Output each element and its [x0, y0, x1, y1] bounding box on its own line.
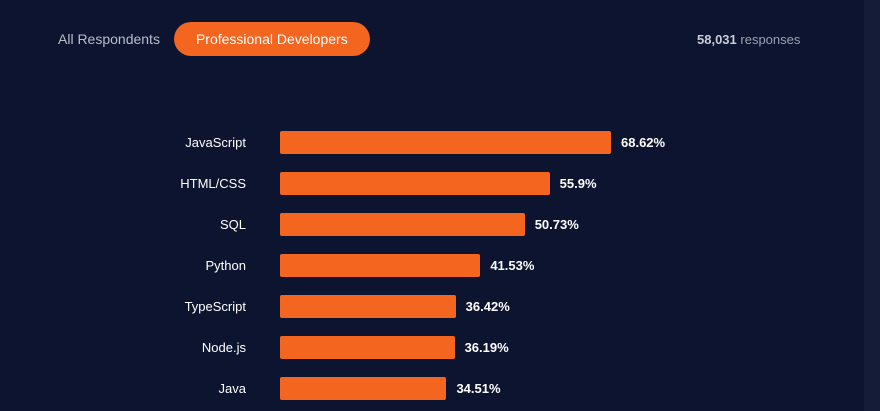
- value-label: 68.62%: [621, 135, 666, 150]
- responses-label: responses: [740, 32, 801, 47]
- value-label: 34.51%: [456, 381, 501, 396]
- bar-row: TypeScript 36.42%: [0, 286, 864, 327]
- value-label: 50.73%: [534, 217, 579, 232]
- bar-chart: JavaScript 68.62% HTML/CSS 55.9% SQL 50.73% Py…: [0, 122, 864, 411]
- category-label: JavaScript: [185, 135, 246, 150]
- value-label: 55.9%: [559, 176, 597, 191]
- bar-row: HTML/CSS 55.9%: [0, 163, 864, 204]
- category-label: SQL: [219, 217, 246, 232]
- bar-row: Java 34.51%: [0, 368, 864, 409]
- responses-count: 58,031 responses: [697, 32, 800, 47]
- bar: [280, 295, 456, 318]
- right-edge-panel: [864, 0, 880, 411]
- tab-professional-developers[interactable]: Professional Developers: [173, 22, 370, 56]
- tab-all-respondents[interactable]: All Respondents: [58, 31, 160, 47]
- category-label: Java: [218, 381, 246, 396]
- category-label: HTML/CSS: [180, 176, 246, 191]
- value-label: 36.19%: [464, 340, 509, 355]
- bar: [280, 254, 481, 277]
- category-label: TypeScript: [184, 299, 246, 314]
- responses-number: 58,031: [697, 32, 737, 47]
- bar: [280, 377, 447, 400]
- bar: [280, 131, 611, 154]
- value-label: 36.42%: [465, 299, 510, 314]
- value-label: 41.53%: [490, 258, 535, 273]
- category-label: Python: [205, 258, 246, 273]
- bar-row: JavaScript 68.62%: [0, 122, 864, 163]
- bar-row: Python 41.53%: [0, 245, 864, 286]
- category-label: Node.js: [201, 340, 246, 355]
- bar: [280, 172, 550, 195]
- bar: [280, 336, 455, 359]
- bar-row: Node.js 36.19%: [0, 327, 864, 368]
- bar-row: SQL 50.73%: [0, 204, 864, 245]
- bar: [280, 213, 525, 236]
- respondent-filter-tabs: All Respondents Professional Developers: [44, 22, 370, 56]
